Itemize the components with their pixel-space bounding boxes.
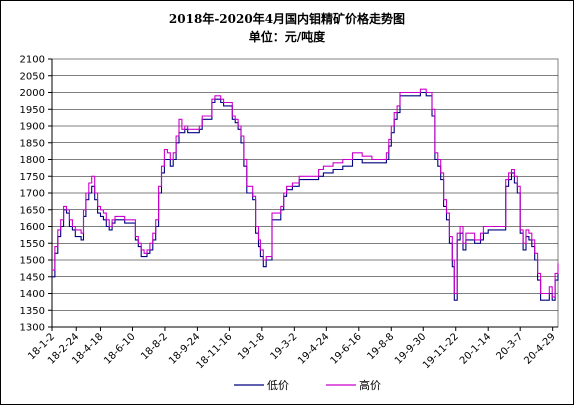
chart-title: 2018年-2020年4月国内钼精矿价格走势图 bbox=[169, 11, 405, 26]
y-tick-label: 1450 bbox=[20, 272, 45, 283]
legend-label: 高价 bbox=[359, 378, 381, 392]
y-tick-label: 1750 bbox=[20, 172, 45, 183]
y-tick-label: 1500 bbox=[20, 256, 45, 267]
y-tick-label: 1700 bbox=[20, 189, 45, 200]
y-tick-label: 1350 bbox=[20, 306, 45, 317]
y-tick-label: 2000 bbox=[20, 88, 45, 99]
y-tick-label: 2050 bbox=[20, 71, 45, 82]
legend: 低价 高价 bbox=[234, 378, 381, 392]
chart-subtitle: 单位：元/吨度 bbox=[249, 29, 326, 44]
y-tick-label: 2100 bbox=[20, 55, 45, 66]
y-tick-label: 1400 bbox=[20, 289, 45, 300]
y-tick-label: 1850 bbox=[20, 138, 45, 149]
y-tick-label: 1300 bbox=[20, 323, 45, 334]
y-tick-label: 1900 bbox=[20, 122, 45, 133]
series-line-high bbox=[52, 88, 559, 298]
y-tick-label: 1550 bbox=[20, 239, 45, 250]
y-tick-label: 1950 bbox=[20, 105, 45, 116]
y-tick-label: 1600 bbox=[20, 222, 45, 233]
legend-label: 低价 bbox=[267, 379, 289, 392]
y-tick-label: 1800 bbox=[20, 155, 45, 166]
y-tick-label: 1650 bbox=[20, 205, 45, 216]
series bbox=[52, 88, 559, 301]
